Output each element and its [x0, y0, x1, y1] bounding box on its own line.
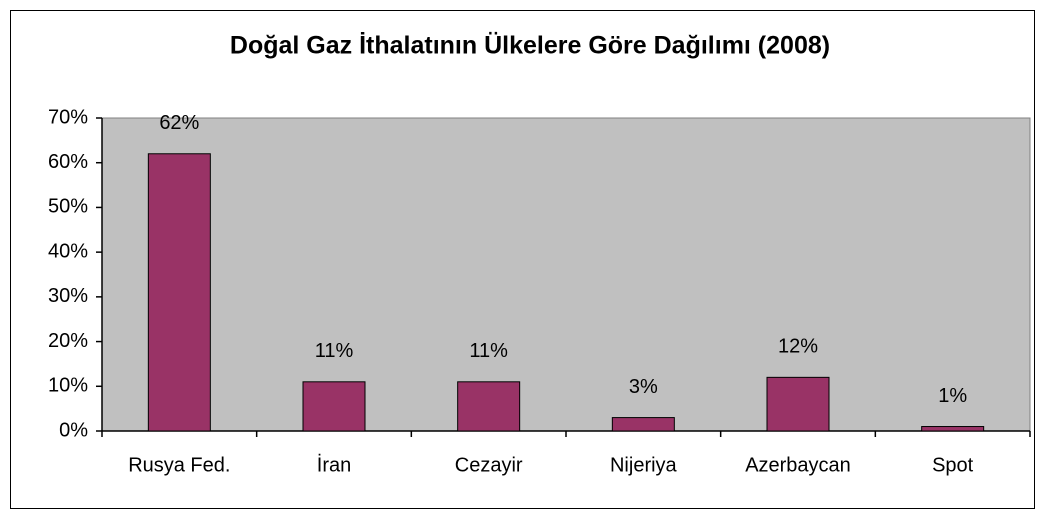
chart-title: Doğal Gaz İthalatının Ülkelere Göre Dağı…: [230, 31, 830, 60]
y-tick-label: 10%: [48, 375, 88, 397]
y-tick-label: 60%: [48, 151, 88, 173]
plot-area: [101, 117, 1031, 432]
data-label: 62%: [159, 112, 199, 134]
bar: [766, 376, 830, 432]
y-tick-label: 0%: [59, 419, 88, 441]
y-tick-label: 20%: [48, 330, 88, 352]
bar: [302, 381, 366, 432]
data-label: 11%: [469, 340, 508, 362]
y-tick-label: 50%: [48, 196, 88, 218]
bar: [921, 426, 985, 432]
x-tick-label: İran: [317, 453, 351, 476]
x-tick-label: Rusya Fed.: [128, 454, 230, 476]
data-label: 1%: [938, 385, 967, 407]
x-tick-label: Nijeriya: [610, 454, 678, 476]
data-label: 11%: [315, 340, 354, 362]
x-tick-label: Azerbaycan: [745, 454, 851, 476]
data-label: 3%: [629, 376, 658, 398]
x-tick-label: Cezayir: [455, 454, 523, 476]
y-tick-label: 70%: [48, 106, 88, 128]
y-tick-label: 30%: [48, 285, 88, 307]
y-tick-label: 40%: [48, 240, 88, 262]
x-tick-label: Spot: [932, 454, 974, 476]
bar: [457, 381, 521, 432]
data-label: 12%: [778, 336, 818, 358]
bar: [611, 417, 675, 432]
bar: [147, 153, 211, 432]
